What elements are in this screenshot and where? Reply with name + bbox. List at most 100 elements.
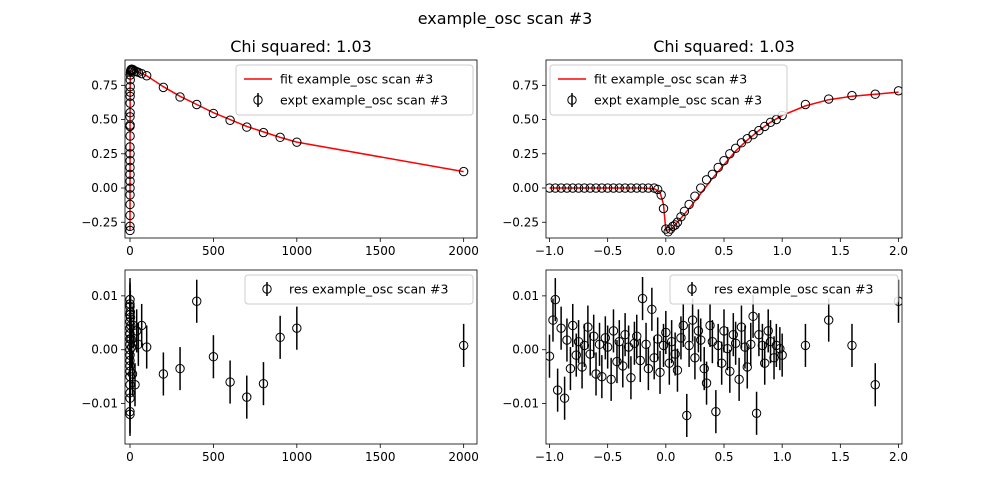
data-point [125, 388, 135, 398]
data-point [125, 120, 135, 130]
data-point [130, 380, 140, 390]
data-point [713, 162, 723, 173]
data-point [730, 338, 741, 348]
data-point [192, 99, 202, 110]
data-point [763, 326, 773, 336]
data-point [597, 183, 607, 193]
x-tick-label: 500 [202, 450, 225, 464]
data-point [571, 350, 581, 360]
x-tick-label: 2000 [448, 450, 479, 464]
data-point [125, 162, 135, 173]
data-point [125, 366, 135, 376]
legend-box [669, 274, 899, 305]
data-point [647, 304, 657, 315]
data-point [746, 339, 756, 350]
data-point [751, 408, 762, 418]
x-tick-label: 0.5 [714, 450, 733, 464]
data-point [716, 358, 727, 368]
data-point [722, 343, 733, 354]
x-tick-label: 1.0 [773, 244, 792, 258]
axes-frame [124, 59, 478, 239]
data-point [643, 183, 654, 193]
x-tick-label: 2.0 [889, 244, 908, 258]
x-tick-label: −1.0 [535, 450, 564, 464]
data-point [730, 143, 741, 154]
y-tick-label: 0.75 [91, 78, 118, 92]
data-point [696, 335, 706, 345]
data-point [771, 340, 782, 351]
data-point [175, 363, 185, 374]
data-point [608, 326, 619, 336]
data-point [125, 406, 135, 417]
data-point [225, 377, 235, 387]
data-point [777, 350, 787, 360]
data-point [556, 183, 566, 193]
data-point [175, 92, 185, 102]
y-tick-label: −0.01 [502, 397, 539, 411]
data-point [637, 293, 648, 304]
data-point [136, 320, 147, 331]
data-point [626, 183, 636, 193]
y-tick-label: 0.01 [91, 289, 118, 303]
data-point [649, 353, 659, 363]
y-tick-label: −0.01 [81, 397, 118, 411]
plot-area [125, 64, 469, 236]
data-point [208, 108, 219, 119]
x-tick-label: 1.5 [831, 244, 850, 258]
data-point [242, 122, 252, 132]
data-point [632, 331, 642, 341]
data-point [629, 338, 640, 348]
data-point [678, 320, 688, 331]
data-point [672, 217, 683, 227]
data-point [690, 191, 700, 201]
data-point [824, 315, 834, 325]
y-tick-label: 0.25 [512, 147, 539, 161]
y-tick-label: 0.50 [91, 113, 118, 127]
legend: fit example_osc scan #3 expt example_osc … [235, 64, 474, 116]
legend-box [244, 274, 474, 305]
data-point [800, 340, 811, 351]
data-point [679, 206, 690, 217]
data-point [824, 94, 834, 104]
data-point [125, 307, 136, 317]
data-point [740, 342, 750, 352]
legend-box [549, 64, 788, 116]
figure-suptitle: example_osc scan #3 [418, 9, 593, 29]
data-point [690, 353, 700, 363]
legend: fit example_osc scan #3 expt example_osc … [549, 64, 788, 116]
data-point [125, 82, 135, 92]
data-point [602, 342, 613, 352]
panel-fit_long: Chi squared: 1.03 0 500 1000 1500 2000 −0.25 0.… [81, 37, 479, 258]
x-tick-label: −1.0 [535, 244, 564, 258]
x-tick-label: 0.0 [656, 244, 675, 258]
data-point [614, 183, 624, 193]
data-point [126, 342, 137, 352]
axes-frame [124, 269, 478, 445]
data-point [684, 199, 694, 210]
data-point [641, 339, 651, 350]
legend-label: res example_osc scan #3 [714, 282, 873, 297]
data-point [208, 352, 219, 362]
y-tick-label: −0.25 [81, 215, 118, 229]
data-point [661, 327, 671, 338]
data-point [594, 339, 605, 350]
data-point [568, 320, 578, 331]
data-point [125, 155, 135, 166]
data-point [125, 91, 135, 101]
panel-title: Chi squared: 1.03 [230, 37, 372, 56]
data-point [847, 90, 857, 101]
panel-res_short: −1.0 −0.5 0.0 0.5 1.0 1.5 2.0 −0.01 0.00 0.01 res … [502, 269, 908, 464]
data-point [693, 326, 704, 336]
data-point [258, 127, 269, 138]
x-tick-label: 0.5 [714, 244, 733, 258]
data-point [699, 363, 709, 374]
data-point [765, 117, 776, 128]
data-point [577, 362, 587, 372]
data-point [559, 393, 570, 403]
data-point [614, 336, 624, 347]
legend-box [235, 64, 474, 116]
data-point [713, 340, 723, 351]
panel-fit_short: Chi squared: 1.03 −1.0 −0.5 0.0 0.5 1.0 1.5 2.0… [502, 37, 908, 258]
